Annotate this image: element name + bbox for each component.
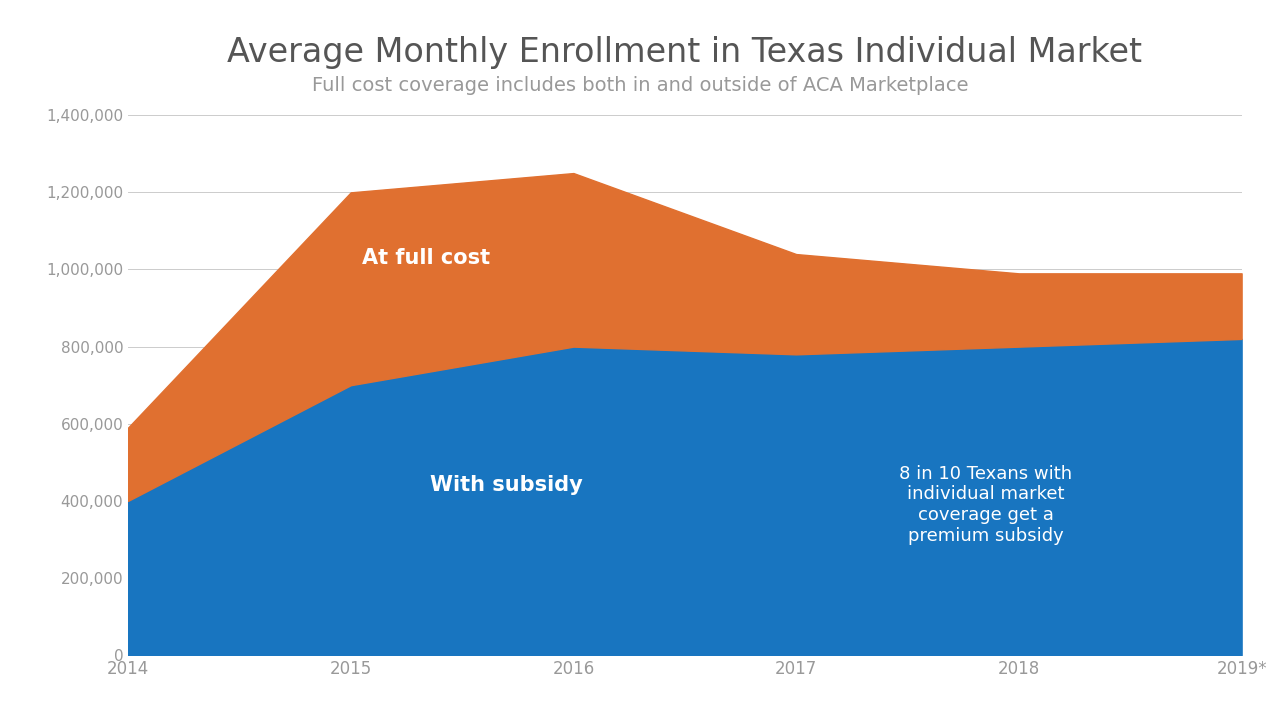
Title: Average Monthly Enrollment in Texas Individual Market: Average Monthly Enrollment in Texas Indi… xyxy=(228,37,1142,69)
Text: 8 in 10 Texans with
individual market
coverage get a
premium subsidy: 8 in 10 Texans with individual market co… xyxy=(899,464,1073,545)
Text: At full cost: At full cost xyxy=(362,248,490,268)
Text: Full cost coverage includes both in and outside of ACA Marketplace: Full cost coverage includes both in and … xyxy=(312,76,968,94)
Text: With subsidy: With subsidy xyxy=(430,475,582,495)
